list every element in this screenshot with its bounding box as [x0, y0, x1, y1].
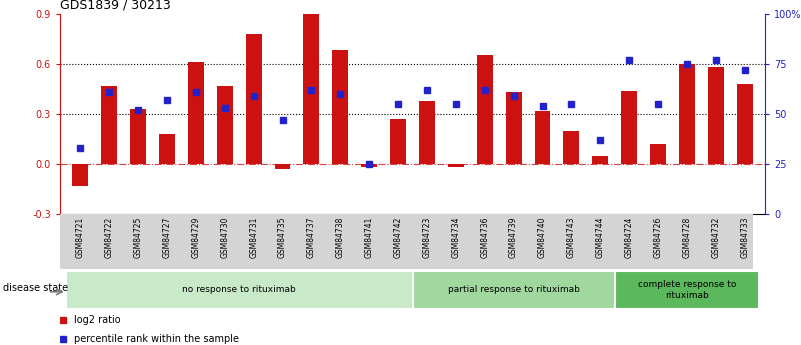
Bar — [217, 86, 232, 164]
FancyBboxPatch shape — [614, 271, 759, 309]
Text: GSM84742: GSM84742 — [393, 217, 403, 258]
Text: GSM84733: GSM84733 — [740, 217, 749, 258]
Text: GSM84741: GSM84741 — [364, 217, 374, 258]
Bar — [101, 86, 117, 164]
Text: GSM84737: GSM84737 — [307, 217, 316, 258]
Text: GSM84734: GSM84734 — [451, 217, 461, 258]
Bar — [304, 14, 320, 164]
FancyBboxPatch shape — [413, 271, 614, 309]
Text: GSM84738: GSM84738 — [336, 217, 344, 258]
Text: GSM84735: GSM84735 — [278, 217, 287, 258]
Text: GSM84728: GSM84728 — [682, 217, 691, 258]
Text: percentile rank within the sample: percentile rank within the sample — [74, 334, 239, 344]
Text: complete response to
rituximab: complete response to rituximab — [638, 280, 736, 299]
FancyBboxPatch shape — [60, 214, 754, 269]
Bar — [72, 164, 88, 186]
Bar — [679, 64, 695, 164]
Bar — [593, 156, 608, 164]
Text: GSM84743: GSM84743 — [567, 217, 576, 258]
Bar — [477, 56, 493, 164]
Bar — [708, 67, 724, 164]
Bar — [390, 119, 406, 164]
Text: log2 ratio: log2 ratio — [74, 315, 121, 325]
Text: GSM84724: GSM84724 — [625, 217, 634, 258]
Text: GSM84739: GSM84739 — [509, 217, 518, 258]
Bar — [448, 164, 464, 167]
Text: GSM84730: GSM84730 — [220, 217, 229, 258]
Text: GSM84727: GSM84727 — [163, 217, 171, 258]
Bar — [361, 164, 377, 167]
Bar — [563, 130, 579, 164]
Text: GSM84744: GSM84744 — [596, 217, 605, 258]
Bar — [159, 134, 175, 164]
Text: GSM84723: GSM84723 — [422, 217, 432, 258]
Text: GSM84726: GSM84726 — [654, 217, 662, 258]
Bar — [505, 92, 521, 164]
Bar — [130, 109, 146, 164]
Bar — [246, 34, 262, 164]
Bar — [419, 100, 435, 164]
Text: GDS1839 / 30213: GDS1839 / 30213 — [60, 0, 171, 11]
Text: GSM84736: GSM84736 — [481, 217, 489, 258]
Text: GSM84721: GSM84721 — [76, 217, 85, 258]
Bar — [650, 144, 666, 164]
Text: GSM84731: GSM84731 — [249, 217, 258, 258]
Bar — [332, 50, 348, 164]
Bar — [534, 110, 550, 164]
Text: disease state: disease state — [3, 283, 69, 293]
Text: no response to rituximab: no response to rituximab — [183, 285, 296, 294]
Text: GSM84732: GSM84732 — [711, 217, 720, 258]
Bar — [737, 84, 753, 164]
FancyBboxPatch shape — [66, 271, 413, 309]
Text: GSM84722: GSM84722 — [105, 217, 114, 258]
Text: GSM84729: GSM84729 — [191, 217, 200, 258]
Text: GSM84725: GSM84725 — [134, 217, 143, 258]
Bar — [275, 164, 291, 169]
Bar — [622, 90, 637, 164]
Bar — [188, 62, 203, 164]
Text: GSM84740: GSM84740 — [538, 217, 547, 258]
Text: partial response to rituximab: partial response to rituximab — [448, 285, 580, 294]
